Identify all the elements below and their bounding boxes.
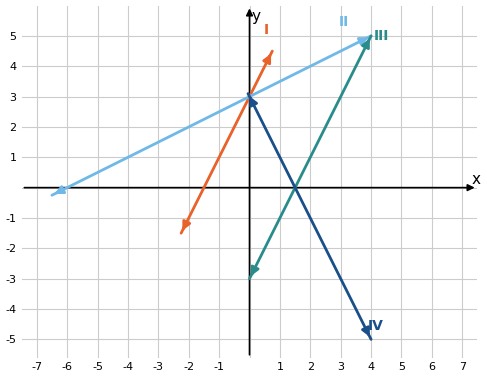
Text: I: I (263, 23, 269, 37)
Text: III: III (374, 29, 390, 43)
Text: IV: IV (368, 319, 384, 333)
Text: x: x (471, 172, 480, 187)
Text: y: y (252, 9, 261, 23)
Text: II: II (338, 15, 349, 29)
